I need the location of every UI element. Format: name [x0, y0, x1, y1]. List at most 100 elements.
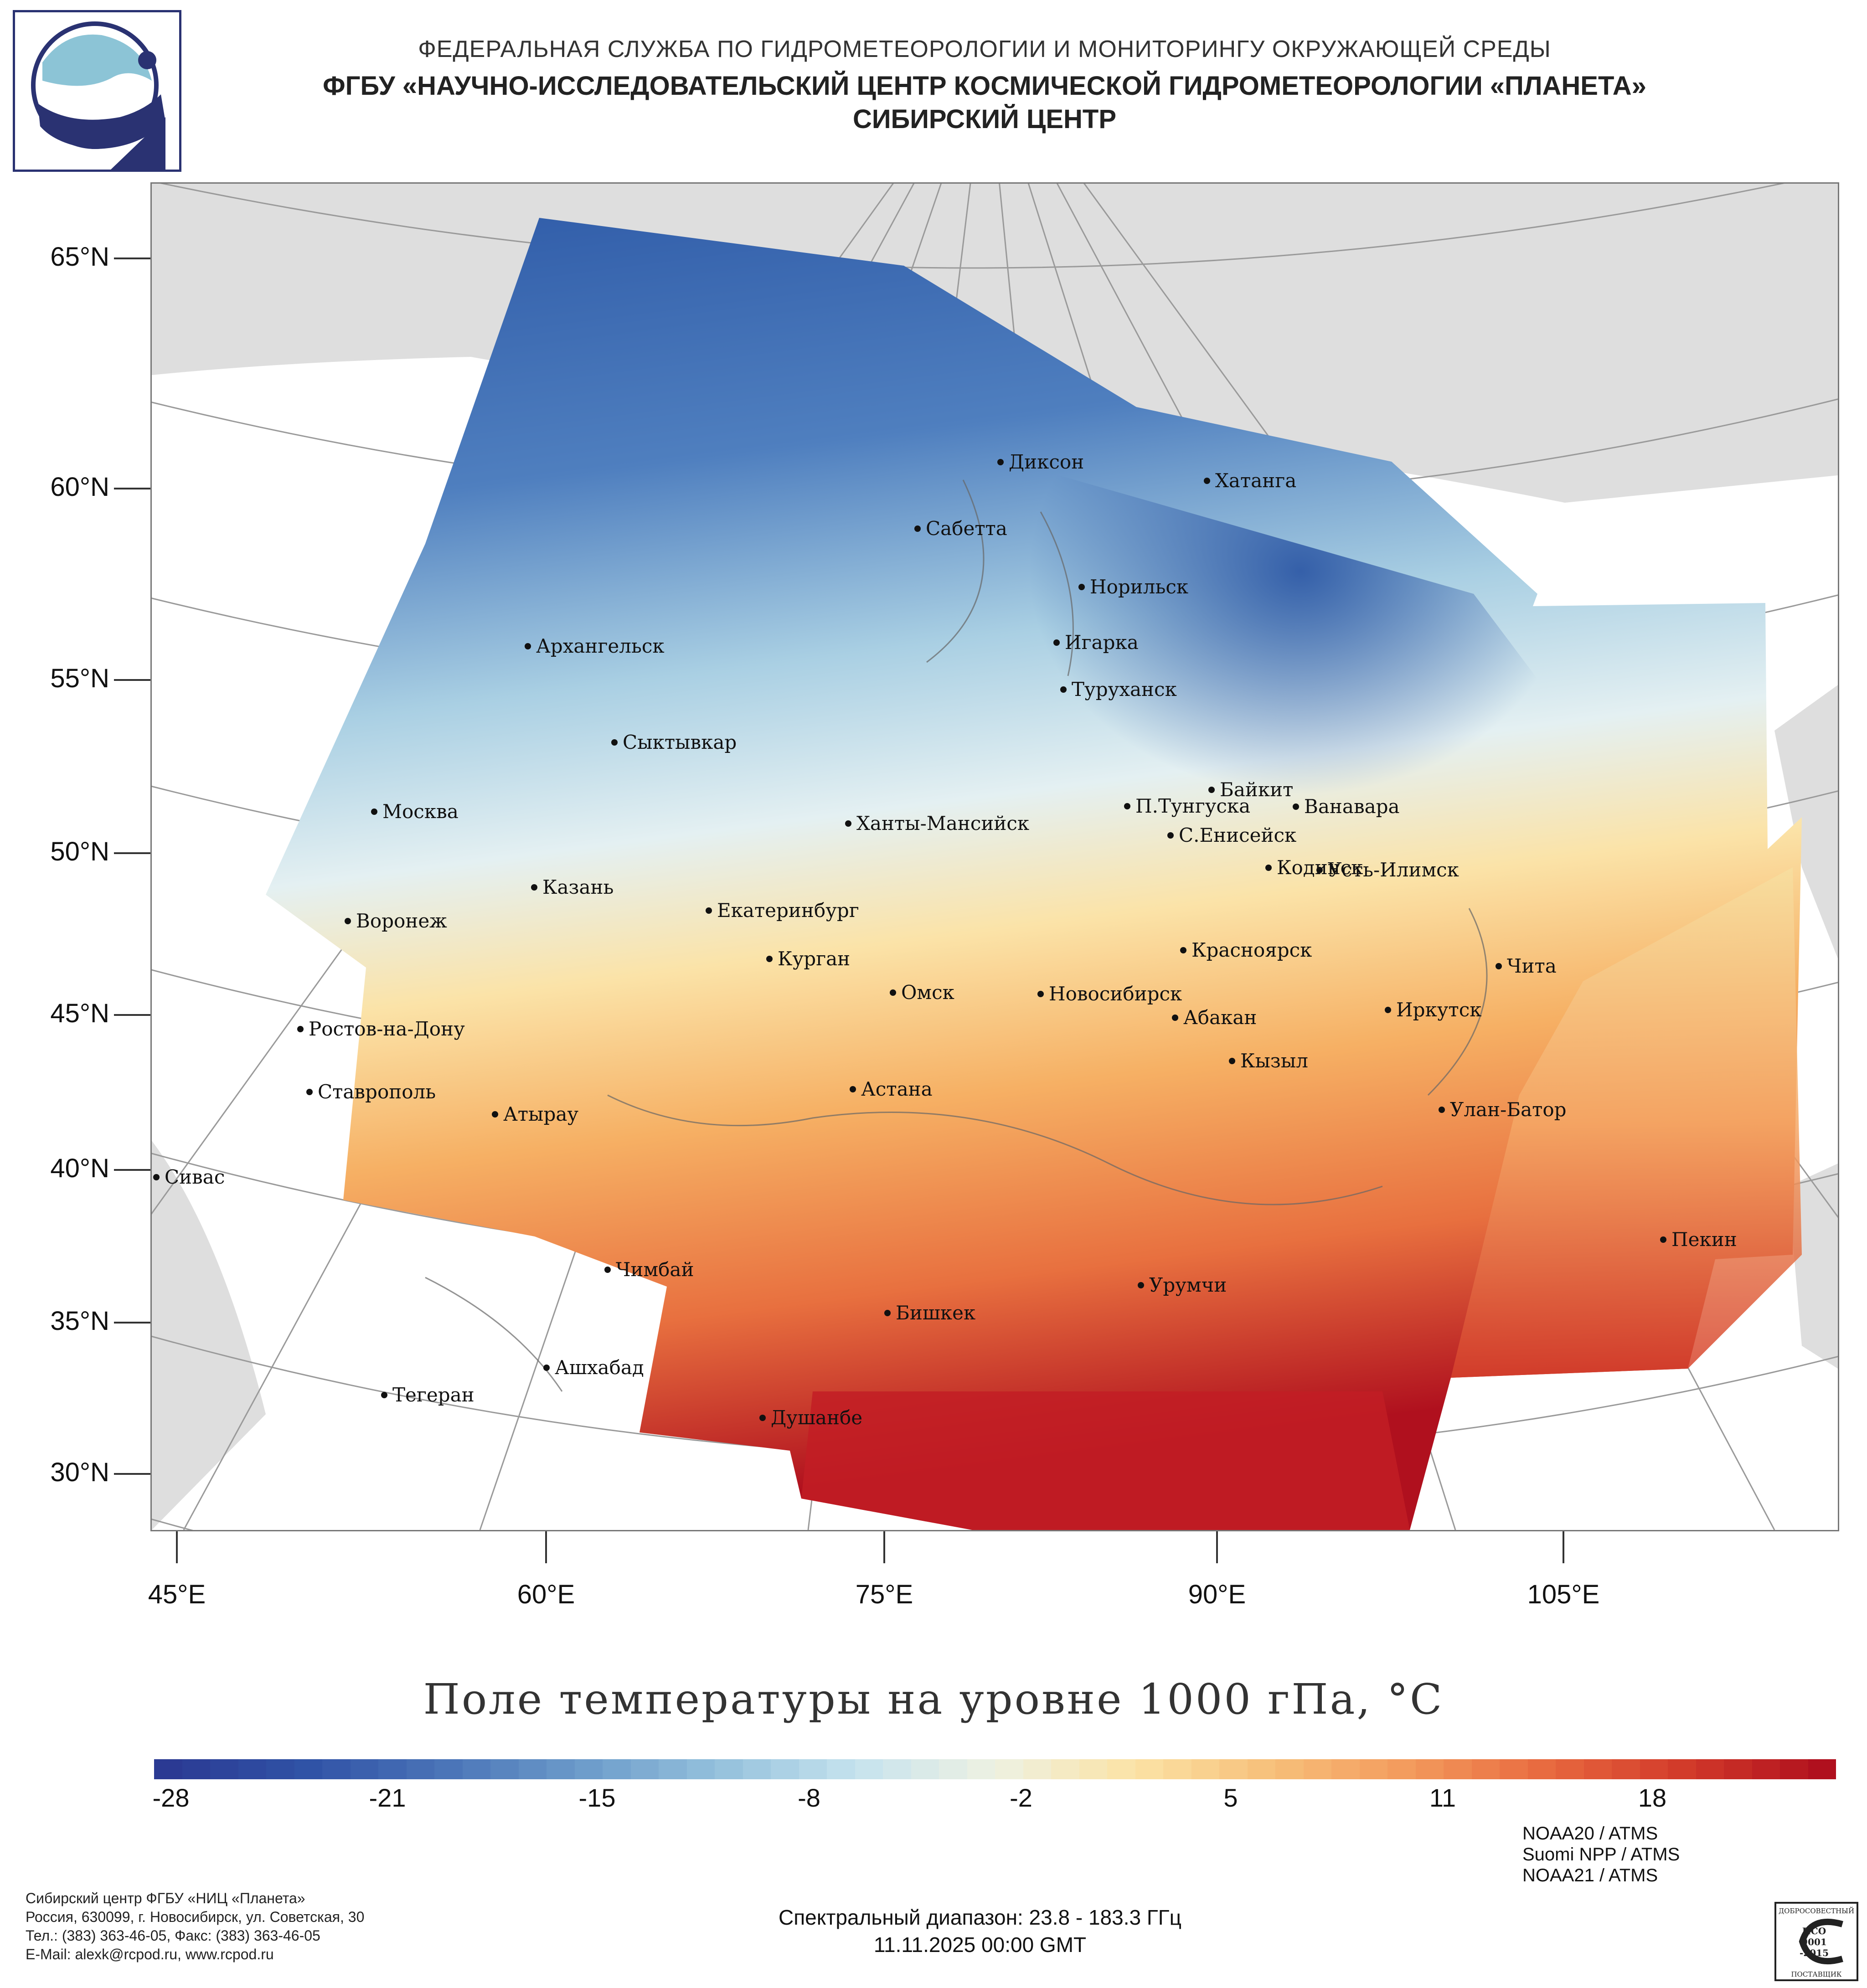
- iso-certificate-badge: ДОБРОСОВЕСТНЫЙ ИСО 9001 -2015 ПОСТАВЩИК: [1774, 1901, 1859, 1982]
- lat-label-45: 45°N: [50, 999, 109, 1028]
- city-label: Кызыл: [1240, 1050, 1308, 1072]
- colorbar-swatch: [1107, 1759, 1135, 1779]
- colorbar-swatch: [1023, 1759, 1051, 1779]
- city-label: С.Енисейск: [1179, 824, 1296, 846]
- city-label: Усть-Илимск: [1328, 859, 1459, 881]
- city-label: Ростов-на-Дону: [309, 1018, 465, 1040]
- colorbar-swatch: [1135, 1759, 1163, 1779]
- city-label: Омск: [901, 981, 954, 1004]
- city-marker: [1078, 584, 1085, 590]
- colorbar-swatch: [182, 1759, 210, 1779]
- colorbar-swatch: [434, 1759, 463, 1779]
- lat-label-50: 50°N: [50, 837, 109, 866]
- instrument: Suomi NPP / ATMS: [1522, 1844, 1680, 1864]
- colorbar-swatch: [1191, 1759, 1219, 1779]
- lon-tick: [176, 1531, 178, 1563]
- lon-label-90: 90°E: [1188, 1580, 1246, 1609]
- lat-tick: [114, 1169, 150, 1171]
- colorbar-swatch: [1500, 1759, 1528, 1779]
- iso-year: -2015: [1800, 1947, 1829, 1958]
- city-marker: [492, 1111, 498, 1118]
- colorbar-swatch: [659, 1759, 687, 1779]
- city-marker: [1265, 865, 1272, 871]
- colorbar-swatch: [911, 1759, 939, 1779]
- header-agency: ФЕДЕРАЛЬНАЯ СЛУЖБА ПО ГИДРОМЕТЕОРОЛОГИИ …: [418, 36, 1551, 62]
- city-marker: [1229, 1058, 1235, 1064]
- org-line: E-Mail: alexk@rcpod.ru, www.rcpod.ru: [26, 1946, 274, 1962]
- city-marker: [997, 459, 1004, 465]
- colorbar-swatch: [1247, 1759, 1275, 1779]
- lon-label-105: 105°E: [1527, 1580, 1600, 1609]
- lon-tick: [1216, 1531, 1218, 1563]
- colorbar-swatch: [1527, 1759, 1556, 1779]
- colorbar-swatch: [490, 1759, 519, 1779]
- city-marker: [153, 1174, 160, 1180]
- city-marker: [1496, 963, 1502, 969]
- colorbar-tick-label: -15: [578, 1783, 616, 1812]
- colorbar-swatch: [350, 1759, 378, 1779]
- colorbar-tick-label: -28: [152, 1783, 190, 1812]
- city-label: Чита: [1507, 955, 1557, 977]
- city-marker: [845, 820, 851, 827]
- colorbar-swatch: [715, 1759, 743, 1779]
- city-label: Туруханск: [1072, 678, 1177, 700]
- colorbar-swatch: [1387, 1759, 1416, 1779]
- colorbar-swatch: [1471, 1759, 1500, 1779]
- lon-tick: [883, 1531, 885, 1563]
- colorbar-swatch: [939, 1759, 967, 1779]
- city-marker: [345, 918, 351, 924]
- colorbar-swatch: [210, 1759, 238, 1779]
- city-marker: [297, 1026, 304, 1032]
- city-marker: [531, 884, 537, 891]
- city-marker: [914, 525, 921, 532]
- city-label: Казань: [542, 876, 614, 898]
- org-line: Сибирский центр ФГБУ «НИЦ «Планета»: [26, 1890, 305, 1906]
- city-label: Тегеран: [392, 1384, 474, 1406]
- iso-top-text: ДОБРОСОВЕСТНЫЙ: [1779, 1906, 1854, 1915]
- city-label: Ставрополь: [318, 1081, 436, 1103]
- temperature-colorbar: [154, 1759, 1836, 1779]
- colorbar-tick-label: -8: [798, 1783, 820, 1812]
- colorbar-swatch: [574, 1759, 603, 1779]
- colorbar-swatch: [1359, 1759, 1387, 1779]
- city-marker: [604, 1267, 611, 1273]
- lon-label-75: 75°E: [855, 1580, 913, 1609]
- colorbar-swatch: [1612, 1759, 1640, 1779]
- city-label: Хатанга: [1215, 469, 1296, 492]
- city-marker: [1053, 639, 1060, 646]
- city-label: Пекин: [1671, 1228, 1737, 1251]
- city-marker: [1124, 803, 1130, 809]
- spectral-range: Спектральный диапазон: 23.8 - 183.3 ГГц: [778, 1906, 1182, 1929]
- colorbar-swatch: [1079, 1759, 1107, 1779]
- city-marker: [1204, 478, 1210, 484]
- city-marker: [1293, 803, 1299, 810]
- city-label: Игарка: [1065, 631, 1139, 654]
- city-marker: [1060, 686, 1067, 693]
- city-label: Новосибирск: [1049, 983, 1182, 1005]
- lat-label-35: 35°N: [50, 1306, 109, 1336]
- city-marker: [850, 1086, 856, 1092]
- lon-label-60: 60°E: [517, 1580, 575, 1609]
- city-marker: [1208, 787, 1215, 793]
- city-marker: [1037, 991, 1044, 997]
- colorbar-tick-label: 11: [1429, 1783, 1456, 1812]
- iso-bottom-text: ПОСТАВЩИК: [1791, 1970, 1841, 1978]
- city-label: Чимбай: [616, 1258, 694, 1281]
- colorbar-swatch: [1724, 1759, 1752, 1779]
- colorbar-tick-label: -21: [369, 1783, 406, 1812]
- planeta-logo: [13, 10, 181, 172]
- colorbar-swatch: [154, 1759, 182, 1779]
- colorbar-swatch: [1219, 1759, 1248, 1779]
- colorbar-swatch: [827, 1759, 855, 1779]
- city-label: Красноярск: [1191, 939, 1312, 961]
- lon-tick: [545, 1531, 547, 1563]
- city-label: Байкит: [1220, 778, 1293, 801]
- city-marker: [766, 956, 773, 962]
- city-label: Курган: [778, 948, 850, 970]
- colorbar-swatch: [238, 1759, 266, 1779]
- city-marker: [759, 1415, 766, 1421]
- colorbar-swatch: [1415, 1759, 1444, 1779]
- city-label: Иркутск: [1396, 999, 1481, 1021]
- colorbar-swatch: [1752, 1759, 1780, 1779]
- colorbar-swatch: [378, 1759, 407, 1779]
